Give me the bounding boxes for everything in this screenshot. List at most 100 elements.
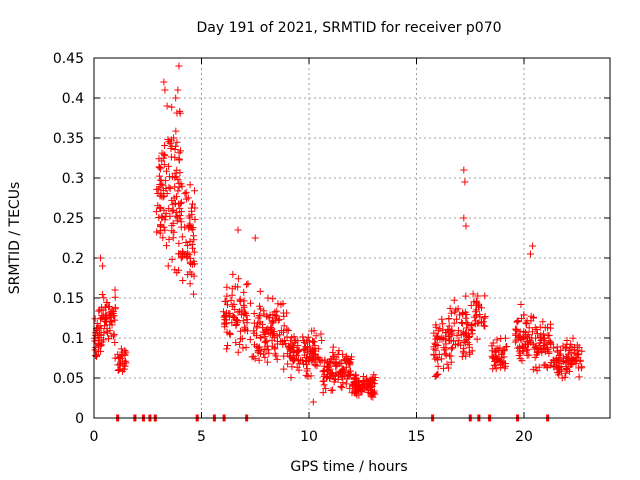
- data-point: [253, 324, 261, 332]
- data-point: [578, 347, 586, 355]
- data-point: [170, 228, 178, 236]
- data-point: [228, 291, 236, 299]
- data-point: [488, 347, 496, 355]
- data-point: [481, 312, 489, 320]
- data-point: [516, 349, 524, 357]
- data-point: [531, 324, 539, 332]
- data-point: [342, 380, 350, 388]
- data-point: [111, 293, 119, 301]
- data-point: [526, 334, 534, 342]
- data-point: [169, 234, 177, 242]
- data-point: [329, 343, 337, 351]
- data-point: [457, 318, 465, 326]
- data-point: [166, 139, 174, 147]
- data-point: [515, 332, 523, 340]
- data-point: [165, 173, 173, 181]
- data-point: [444, 364, 452, 372]
- y-tick-label: 0: [75, 411, 84, 427]
- data-point: [176, 204, 184, 212]
- data-point: [182, 188, 190, 196]
- data-point: [301, 351, 309, 359]
- data-point: [338, 373, 346, 381]
- data-point: [552, 361, 560, 369]
- data-point: [269, 317, 277, 325]
- data-point: [335, 360, 343, 368]
- data-point: [176, 109, 184, 117]
- data-point: [246, 336, 254, 344]
- data-point: [168, 103, 176, 111]
- x-tick-label: 10: [300, 429, 318, 445]
- data-point: [252, 331, 260, 339]
- data-point: [432, 321, 440, 329]
- data-point: [232, 339, 240, 347]
- data-point: [565, 357, 573, 365]
- data-point: [120, 359, 128, 367]
- data-point: [533, 351, 541, 359]
- data-point: [293, 347, 301, 355]
- data-point: [117, 352, 125, 360]
- data-point: [443, 360, 451, 368]
- data-point: [447, 345, 455, 353]
- data-point: [161, 142, 169, 150]
- data-point: [460, 338, 468, 346]
- data-point: [173, 166, 181, 174]
- data-point: [540, 342, 548, 350]
- data-point: [236, 340, 244, 348]
- data-point: [329, 353, 337, 361]
- data-point: [117, 345, 125, 353]
- data-point: [157, 223, 165, 231]
- data-point: [517, 300, 525, 308]
- data-point: [264, 346, 272, 354]
- data-point: [173, 269, 181, 277]
- data-point: [301, 345, 309, 353]
- data-point: [557, 346, 565, 354]
- data-point: [156, 192, 164, 200]
- data-point: [479, 318, 487, 326]
- data-point: [254, 344, 262, 352]
- data-point: [524, 340, 532, 348]
- data-point: [310, 351, 318, 359]
- data-point: [100, 328, 108, 336]
- data-point: [191, 204, 199, 212]
- data-point: [460, 214, 468, 222]
- data-point: [306, 344, 314, 352]
- data-point: [445, 322, 453, 330]
- y-tick-label: 0.35: [53, 131, 84, 147]
- data-point: [438, 315, 446, 323]
- data-point: [244, 280, 252, 288]
- data-point: [250, 319, 258, 327]
- data-point: [239, 344, 247, 352]
- data-point: [183, 254, 191, 262]
- data-point: [442, 329, 450, 337]
- data-point: [493, 336, 501, 344]
- data-point: [174, 86, 182, 94]
- data-point: [434, 362, 442, 370]
- data-point: [300, 346, 308, 354]
- data-point: [575, 343, 583, 351]
- data-point: [171, 145, 179, 153]
- x-tick-label: 5: [197, 429, 206, 445]
- data-point: [268, 342, 276, 350]
- data-point: [569, 334, 577, 342]
- data-point: [275, 331, 283, 339]
- data-point: [178, 253, 186, 261]
- data-point: [121, 351, 129, 359]
- data-point: [190, 236, 198, 244]
- data-point: [186, 268, 194, 276]
- data-point: [107, 318, 115, 326]
- data-point: [471, 320, 479, 328]
- data-point: [160, 78, 168, 86]
- y-tick-label: 0.25: [53, 211, 84, 227]
- data-point: [169, 219, 177, 227]
- data-point: [554, 347, 562, 355]
- data-point: [438, 355, 446, 363]
- data-point: [454, 327, 462, 335]
- data-point: [539, 318, 547, 326]
- data-point: [447, 358, 455, 366]
- data-point: [223, 309, 231, 317]
- data-point: [122, 348, 130, 356]
- data-point: [284, 360, 292, 368]
- data-point: [233, 316, 241, 324]
- data-point: [481, 322, 489, 330]
- data-point: [575, 351, 583, 359]
